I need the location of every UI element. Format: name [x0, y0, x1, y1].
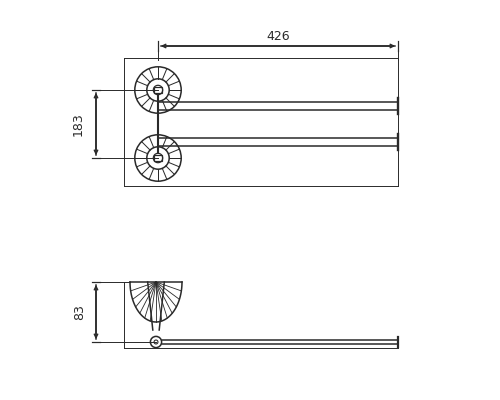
Text: 183: 183 — [72, 112, 85, 136]
Text: 426: 426 — [266, 30, 290, 43]
Text: 83: 83 — [72, 304, 86, 320]
